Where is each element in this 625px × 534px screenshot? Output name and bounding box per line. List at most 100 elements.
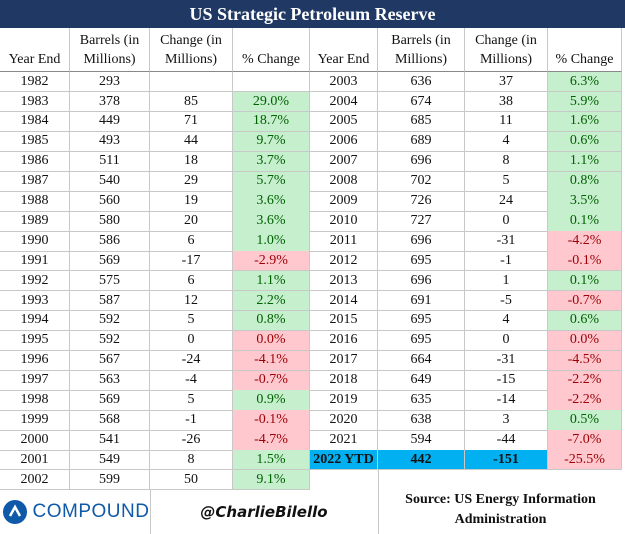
year-end-cell: 1999 [0, 410, 70, 431]
change-cell: 37 [465, 72, 548, 93]
year-end-cell: 2008 [310, 171, 378, 192]
barrels-cell: 702 [378, 171, 465, 192]
barrels-cell: 695 [378, 330, 465, 352]
pct-change-cell: 6.3% [548, 72, 622, 93]
barrels-cell: 592 [70, 310, 150, 332]
barrels-cell: 442 [378, 450, 465, 471]
year-end-cell: 2012 [310, 251, 378, 272]
year-end-cell: 1983 [0, 91, 70, 113]
barrels-cell: 727 [378, 211, 465, 232]
pct-change-cell: 3.7% [233, 151, 310, 172]
barrels-cell: 636 [378, 72, 465, 93]
pct-change-cell: 0.8% [233, 310, 310, 332]
pct-change-cell: 0.1% [548, 211, 622, 232]
year-end-cell: 2014 [310, 290, 378, 312]
pct-change-cell: -4.1% [233, 350, 310, 371]
pct-change-cell: -2.2% [548, 390, 622, 411]
handle: @CharlieBilello [200, 503, 328, 521]
barrels-cell: 575 [70, 271, 150, 292]
barrels-cell: 696 [378, 231, 465, 252]
barrels-cell: 563 [70, 370, 150, 391]
pct-change-cell: -4.2% [548, 231, 622, 252]
change-cell: 44 [150, 131, 233, 153]
change-cell: 0 [465, 211, 548, 232]
year-end-cell: 2009 [310, 191, 378, 212]
change-cell: 3 [465, 410, 548, 431]
column-header: Year End [310, 28, 378, 72]
barrels-cell: 511 [70, 151, 150, 172]
barrels-cell: 726 [378, 191, 465, 212]
barrels-cell: 293 [70, 72, 150, 93]
year-end-cell: 2019 [310, 390, 378, 411]
barrels-cell: 493 [70, 131, 150, 153]
change-cell: -31 [465, 231, 548, 252]
change-cell: 11 [465, 111, 548, 133]
barrels-cell: 449 [70, 111, 150, 133]
pct-change-cell: -7.0% [548, 430, 622, 451]
change-cell: 5 [465, 171, 548, 192]
pct-change-cell: 0.9% [233, 390, 310, 411]
year-end-cell: 2000 [0, 430, 70, 451]
change-cell: -15 [465, 370, 548, 391]
barrels-cell: 695 [378, 310, 465, 332]
column-header: Change (in Millions) [465, 28, 548, 72]
change-cell: -1 [150, 410, 233, 431]
logo: COMPOUND [0, 490, 151, 534]
year-end-cell: 2017 [310, 350, 378, 371]
column-header: Barrels (in Millions) [70, 28, 150, 72]
change-cell: 5 [150, 390, 233, 411]
year-end-cell: 2011 [310, 231, 378, 252]
change-cell: 8 [465, 151, 548, 172]
year-end-cell: 2022 YTD [310, 450, 378, 471]
pct-change-cell: 29.0% [233, 91, 310, 113]
change-cell: 29 [150, 171, 233, 192]
barrels-cell: 599 [70, 470, 150, 491]
change-cell: -17 [150, 251, 233, 272]
pct-change-cell: 0.5% [548, 410, 622, 431]
pct-change-cell [233, 72, 310, 93]
pct-change-cell: 9.7% [233, 131, 310, 153]
change-cell: -31 [465, 350, 548, 371]
change-cell: 0 [150, 330, 233, 352]
pct-change-cell: -2.2% [548, 370, 622, 391]
year-end-cell: 1997 [0, 370, 70, 391]
pct-change-cell: 5.9% [548, 91, 622, 113]
barrels-cell: 696 [378, 151, 465, 172]
year-end-cell: 2005 [310, 111, 378, 133]
pct-change-cell: 0.0% [548, 330, 622, 352]
change-cell: -26 [150, 430, 233, 451]
column-header: Year End [0, 28, 70, 72]
barrels-cell: 635 [378, 390, 465, 411]
year-end-cell: 1987 [0, 171, 70, 192]
source: Source: US Energy Information Administra… [378, 470, 622, 534]
column-header: % Change [233, 28, 310, 72]
year-end-cell: 2004 [310, 91, 378, 113]
barrels-cell: 549 [70, 450, 150, 471]
barrels-cell: 569 [70, 390, 150, 411]
barrels-cell: 541 [70, 430, 150, 451]
barrels-cell: 649 [378, 370, 465, 391]
change-cell: 38 [465, 91, 548, 113]
year-end-cell: 1982 [0, 72, 70, 93]
change-cell: 18 [150, 151, 233, 172]
change-cell: -151 [465, 450, 548, 471]
year-end-cell: 2015 [310, 310, 378, 332]
pct-change-cell: 1.0% [233, 231, 310, 252]
change-cell: 71 [150, 111, 233, 133]
barrels-cell: 378 [70, 91, 150, 113]
year-end-cell: 1986 [0, 151, 70, 172]
pct-change-cell: 0.0% [233, 330, 310, 352]
year-end-cell: 1988 [0, 191, 70, 212]
year-end-cell: 1991 [0, 251, 70, 272]
year-end-cell: 2021 [310, 430, 378, 451]
year-end-cell: 1992 [0, 271, 70, 292]
pct-change-cell: -25.5% [548, 450, 622, 471]
change-cell: 19 [150, 191, 233, 212]
year-end-cell: 1998 [0, 390, 70, 411]
barrels-cell: 696 [378, 271, 465, 292]
change-cell: 4 [465, 131, 548, 153]
pct-change-cell: 3.5% [548, 191, 622, 212]
column-header: Barrels (in Millions) [378, 28, 465, 72]
barrels-cell: 685 [378, 111, 465, 133]
